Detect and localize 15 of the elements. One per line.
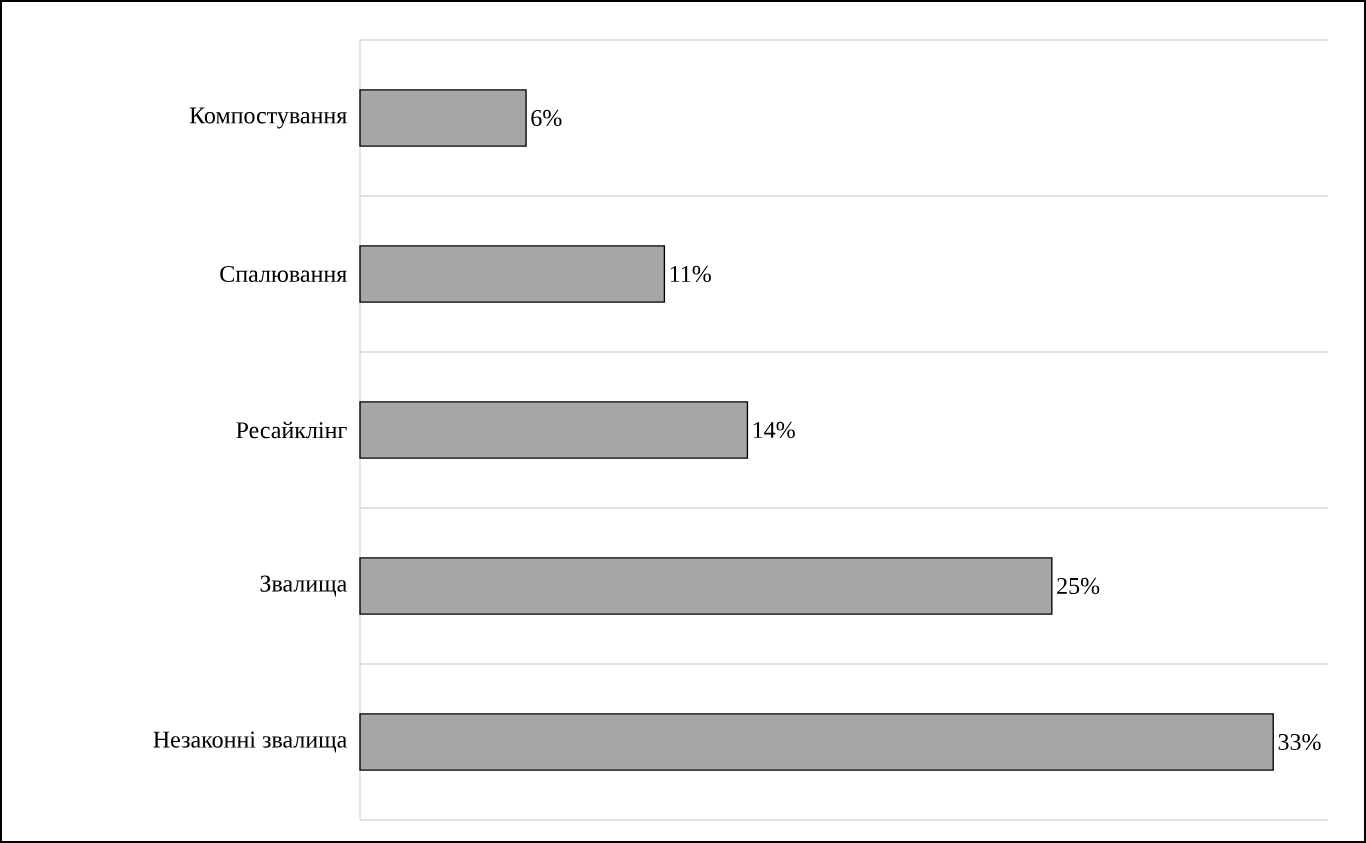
y-tick-label: Незаконні звалища [153,731,347,753]
y-tick-label: Компостування [189,107,347,129]
y-tick-label: Ресайклінг [236,421,347,439]
data-label: 6% [531,109,562,127]
bar [359,245,666,303]
bar [359,401,749,459]
bar [359,557,1053,615]
data-label: 25% [1057,577,1100,595]
bar [359,89,527,147]
y-tick-label: Спалювання [220,265,347,283]
data-label: 11% [670,265,711,283]
bar [359,713,1274,771]
data-label: 33% [1278,733,1321,751]
y-tick-label: Звалища [260,575,347,597]
data-label: 14% [753,421,795,439]
